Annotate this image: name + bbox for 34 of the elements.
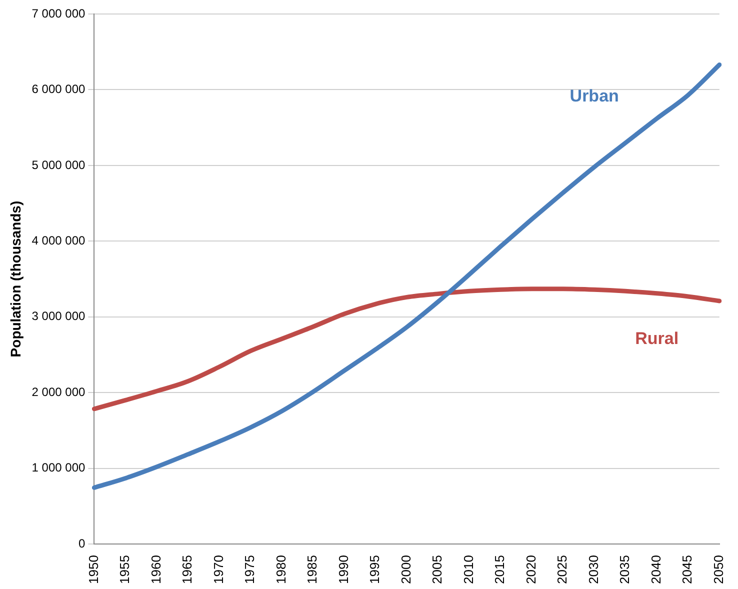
x-tick-label: 2005 [430, 555, 445, 584]
line-series [92, 62, 722, 490]
x-tick-label: 1995 [367, 555, 382, 584]
x-tick-label: 1970 [210, 555, 226, 584]
x-tick-label: 2045 [680, 555, 695, 584]
y-tick-label: 3 000 000 [32, 309, 86, 324]
x-tick-label: 2030 [586, 555, 601, 584]
x-tick-label: 1985 [304, 555, 320, 584]
y-tick-label: 1 000 000 [32, 460, 86, 475]
x-tick-label: 2000 [398, 555, 414, 584]
x-tick-label: 2010 [460, 555, 476, 584]
x-tick-label: 2020 [523, 555, 538, 584]
x-tick-label: 1960 [148, 555, 164, 584]
x-tick-label: 2050 [710, 555, 726, 584]
y-tick-label: 6 000 000 [32, 82, 86, 96]
y-tick-label: 5 000 000 [32, 158, 86, 172]
y-tick-label: 0 [78, 536, 86, 550]
line-series [92, 286, 722, 412]
y-tick-label: 4 000 000 [32, 233, 86, 248]
x-tick-label: 2025 [554, 555, 570, 584]
x-tick-label: 1975 [242, 555, 258, 584]
x-tick-label: 1965 [180, 555, 195, 584]
x-tick-label: 1950 [86, 555, 101, 584]
x-tick-label: 2040 [648, 555, 664, 584]
x-tick-label: 2035 [617, 555, 632, 584]
y-tick-label: 2 000 000 [32, 384, 86, 399]
y-tick-label: 7 000 000 [32, 6, 86, 20]
y-axis-title: Population (thousands) [7, 200, 24, 358]
series-label: Urban [570, 86, 619, 106]
series-label: Rural [635, 329, 679, 348]
x-tick-label: 2015 [492, 555, 508, 584]
x-tick-label: 1990 [336, 555, 351, 584]
x-tick-label: 1980 [273, 555, 288, 584]
x-tick-label: 1955 [117, 555, 132, 584]
